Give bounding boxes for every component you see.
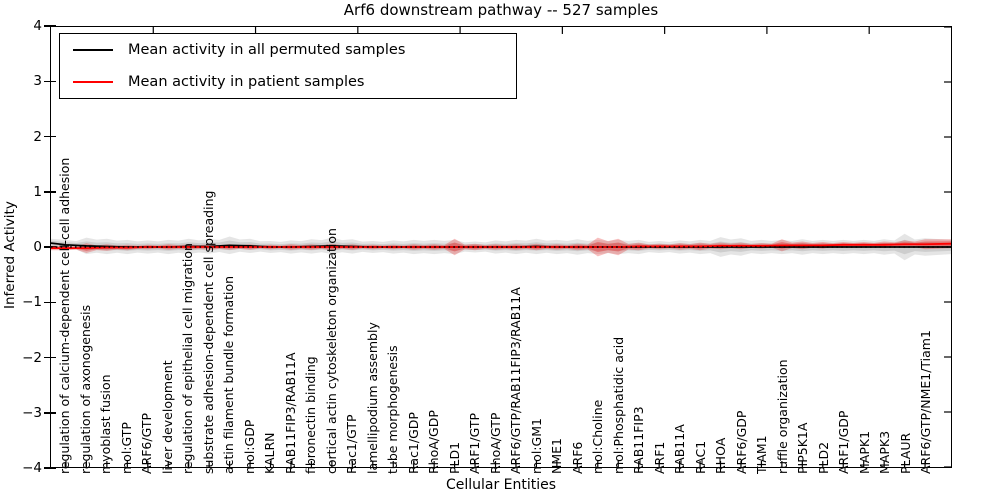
plot-svg	[51, 27, 951, 467]
x-tick-label: ARF6/GDP	[733, 410, 749, 474]
x-tick-label: RhoA/GDP	[426, 410, 441, 474]
x-tick-label: liver development	[159, 360, 175, 474]
legend: Mean activity in all permuted samples Me…	[59, 33, 517, 99]
x-tick-label: mol:GDP	[241, 419, 257, 474]
x-tick-label: KALRN	[262, 432, 277, 474]
x-tick-label: lamellipodium assembly	[364, 322, 380, 474]
x-tick-label: regulation of epithelial cell migration	[180, 243, 195, 474]
legend-item-patient: Mean activity in patient samples	[73, 71, 516, 93]
x-tick-label: cortical actin cytoskeleton organization	[323, 228, 339, 474]
x-tick-label: ARF6/GTP/RAB11FIP3/RAB11A	[508, 287, 523, 474]
x-tick-label: myoblast fusion	[98, 374, 113, 474]
x-tick-label: substrate adhesion-dependent cell spread…	[200, 190, 216, 474]
legend-label-permuted: Mean activity in all permuted samples	[128, 42, 406, 58]
plot-area	[50, 26, 952, 468]
x-tick-label: RHOA	[713, 437, 728, 474]
x-tick-label: RAC1	[692, 440, 708, 474]
y-tick-label: −4	[22, 460, 42, 476]
x-tick-label: Rac1/GTP	[344, 414, 359, 474]
y-tick-mark	[44, 467, 56, 469]
x-tick-label: PIP5K1A	[795, 422, 810, 474]
x-tick-label: Rac1/GDP	[405, 412, 421, 474]
x-tick-label: regulation of calcium-dependent cell-cel…	[57, 157, 72, 474]
x-tick-label: ARF1/GTP	[467, 412, 482, 474]
x-tick-label: ARF6/GTP	[139, 412, 154, 474]
y-tick-label: 2	[33, 128, 42, 145]
x-tick-label: ARF1	[651, 441, 667, 474]
x-tick-label: actin filament bundle formation	[221, 275, 236, 474]
legend-line-patient-icon	[73, 81, 113, 83]
x-tick-label: ARF6	[569, 441, 585, 474]
y-tick-label: −1	[22, 294, 42, 311]
x-tick-label: mol:Phosphatidic acid	[610, 336, 626, 474]
x-tick-label: PLAUR	[897, 432, 913, 474]
x-tick-label: TIAM1	[754, 435, 769, 474]
x-tick-label: fibronectin binding	[303, 356, 318, 474]
chart-title: Arf6 downstream pathway -- 527 samples	[343, 1, 659, 19]
x-tick-label: MAPK1	[856, 430, 872, 474]
y-tick-label: 3	[33, 73, 42, 90]
x-tick-label: RAB11FIP3/RAB11A	[282, 352, 298, 474]
x-tick-label: RAB11A	[672, 424, 687, 474]
y-tick-label: 0	[33, 239, 42, 255]
x-tick-label: MAPK3	[877, 430, 892, 474]
x-tick-label: NME1	[549, 438, 564, 474]
x-tick-label: PLD1	[446, 441, 462, 474]
x-tick-label: ARF1/GDP	[836, 410, 851, 474]
legend-line-permuted-icon	[73, 49, 113, 51]
y-tick-label: −2	[22, 349, 42, 366]
legend-label-patient: Mean activity in patient samples	[128, 74, 365, 90]
x-axis-label: Cellular Entities	[445, 477, 557, 493]
legend-item-permuted: Mean activity in all permuted samples	[73, 39, 516, 61]
x-tick-label: ARF6/GTP/NME1/Tiam1	[918, 330, 933, 474]
x-tick-label: regulation of axonogenesis	[77, 304, 93, 474]
x-tick-label: ruffle organization	[774, 359, 790, 474]
y-tick-label: 1	[33, 183, 42, 200]
x-tick-label: RAB11FIP3	[631, 406, 646, 474]
x-tick-label: PLD2	[815, 441, 831, 474]
x-tick-label: mol:GM1	[528, 418, 544, 474]
x-tick-label: mol:GTP	[118, 422, 134, 474]
x-tick-label: RhoA/GTP	[487, 412, 503, 474]
y-tick-label: −3	[22, 404, 42, 421]
y-tick-label: 4	[33, 18, 42, 34]
x-tick-label: tube morphogenesis	[385, 345, 400, 474]
x-tick-label: mol:Choline	[590, 399, 605, 474]
